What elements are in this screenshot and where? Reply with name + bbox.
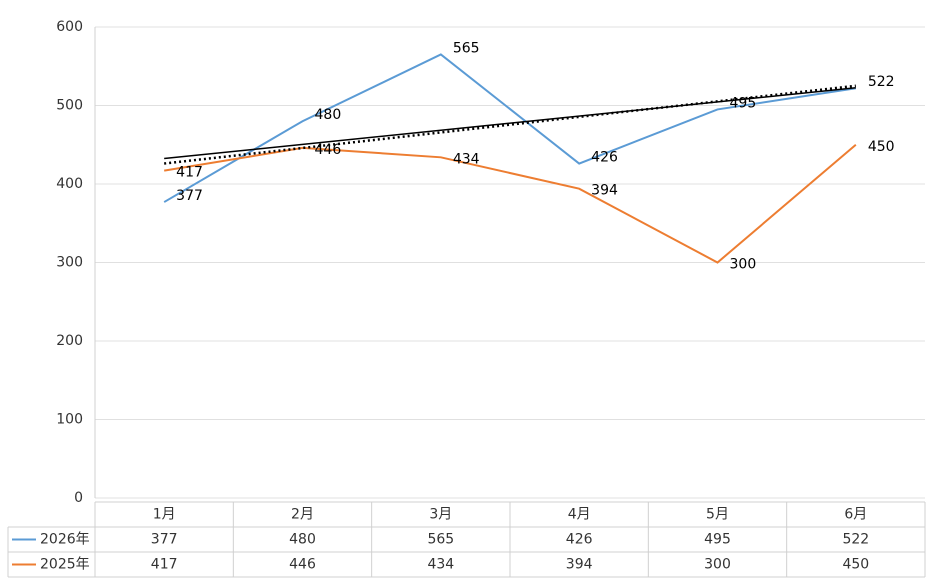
data-label: 300 bbox=[730, 257, 757, 273]
x-tick-label: 2月 bbox=[291, 507, 314, 523]
table-value: 495 bbox=[704, 532, 731, 548]
trendline-dotted bbox=[164, 84, 856, 165]
y-tick-label: 200 bbox=[56, 333, 83, 349]
data-label: 522 bbox=[868, 74, 895, 90]
table-value: 300 bbox=[704, 557, 731, 573]
table-value: 426 bbox=[566, 532, 593, 548]
y-tick-label: 400 bbox=[56, 176, 83, 192]
table-value: 446 bbox=[289, 557, 316, 573]
table-value: 565 bbox=[427, 532, 454, 548]
table-value: 522 bbox=[842, 532, 869, 548]
table-value: 394 bbox=[566, 557, 593, 573]
line-series bbox=[163, 53, 856, 203]
data-label: 565 bbox=[453, 40, 480, 56]
legend-label: 2026年 bbox=[40, 532, 90, 548]
table-value: 480 bbox=[289, 532, 316, 548]
data-label: 426 bbox=[591, 150, 618, 166]
data-label: 394 bbox=[591, 183, 618, 199]
y-tick-label: 600 bbox=[56, 19, 83, 35]
line-series bbox=[164, 143, 857, 264]
x-tick-label: 3月 bbox=[429, 507, 452, 523]
data-label: 480 bbox=[315, 107, 342, 123]
data-label: 377 bbox=[176, 188, 203, 204]
legend-label: 2025年 bbox=[40, 557, 90, 573]
x-tick-label: 1月 bbox=[153, 507, 176, 523]
y-tick-label: 500 bbox=[56, 98, 83, 114]
data-label: 417 bbox=[176, 165, 203, 181]
y-tick-label: 100 bbox=[56, 412, 83, 428]
data-label: 434 bbox=[453, 151, 480, 167]
table-value: 450 bbox=[842, 557, 869, 573]
x-tick-label: 5月 bbox=[706, 507, 729, 523]
data-label: 446 bbox=[315, 142, 342, 158]
x-tick-label: 4月 bbox=[568, 507, 591, 523]
table-value: 417 bbox=[151, 557, 178, 573]
y-tick-label: 0 bbox=[74, 490, 83, 506]
y-tick-label: 300 bbox=[56, 255, 83, 271]
table-value: 434 bbox=[427, 557, 454, 573]
data-label: 450 bbox=[868, 139, 895, 155]
x-tick-label: 6月 bbox=[844, 507, 867, 523]
table-value: 377 bbox=[151, 532, 178, 548]
trendline bbox=[164, 87, 856, 160]
